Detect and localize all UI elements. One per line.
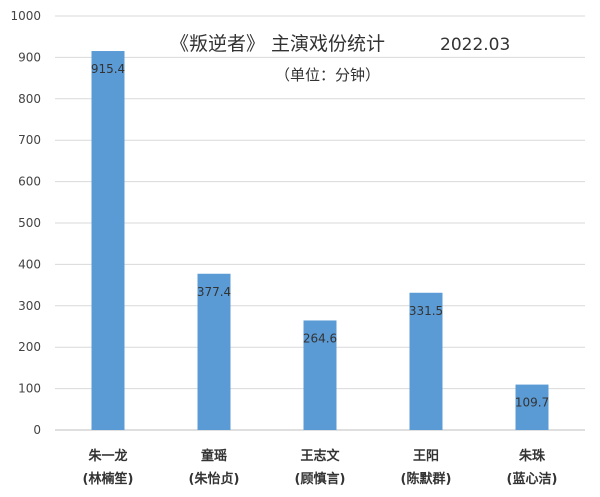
bar [303,320,337,430]
y-tick-label: 300 [18,299,41,313]
x-category-actor-label: (朱怡贞) [189,471,240,487]
gridlines [55,15,585,431]
y-tick-label: 100 [18,382,41,396]
data-label: 915.4 [91,62,125,76]
x-category-label: 童瑶 [201,448,227,464]
y-tick-label: 700 [18,133,41,147]
y-tick-label: 1000 [10,9,41,23]
y-tick-label: 400 [18,257,41,271]
y-tick-label: 800 [18,92,41,106]
y-tick-label: 200 [18,340,41,354]
y-tick-label: 900 [18,50,41,64]
data-label: 109.7 [515,396,549,410]
bar [91,51,125,430]
bar [515,384,549,430]
data-label: 377.4 [197,285,231,299]
x-category-label: 王志文 [300,448,340,464]
x-category-label: 朱珠 [518,448,546,464]
x-category-actor-label: (林楠笙) [83,471,134,487]
x-category-actor-label: (蓝心洁) [507,471,558,487]
x-category-label: 朱一龙 [87,448,127,464]
x-category-actor-label: (顾慎言) [295,471,346,487]
x-category-label: 王阳 [413,449,439,464]
y-tick-label: 0 [33,423,41,437]
data-labels: 915.4 377.4 264.6 331.5 109.7 [91,62,549,410]
chart-subtitle: （单位：分钟） [275,66,380,84]
chart-title-date: 2022.03 [440,35,510,55]
y-tick-label: 500 [18,216,41,230]
bar [197,273,231,430]
data-label: 331.5 [409,304,443,318]
bars [91,51,549,430]
data-label: 264.6 [303,331,337,345]
y-axis-ticks: 0 100 200 300 400 500 600 700 800 900 1000 [10,9,41,437]
chart-title: 《叛逆者》 主演戏份统计 [170,33,385,55]
bar [409,292,443,430]
y-tick-label: 600 [18,175,41,189]
x-axis-categories: 朱一龙 (林楠笙) 童瑶 (朱怡贞) 王志文 (顾慎言) 王阳 (陈默群) 朱珠 (蓝心洁) [83,448,558,487]
x-category-actor-label: (陈默群) [401,471,452,487]
